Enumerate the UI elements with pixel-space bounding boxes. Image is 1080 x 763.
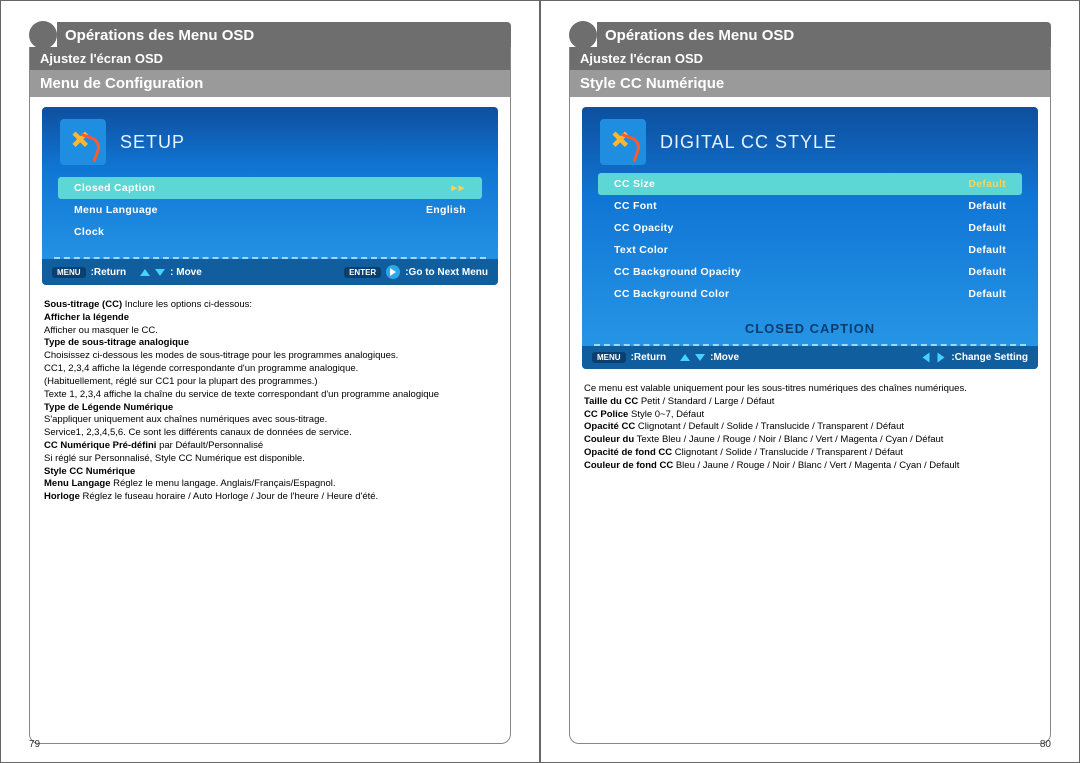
left-icon: [923, 353, 930, 363]
bold-text: CC Numérique Pré-défini: [44, 440, 156, 451]
osd-list: CC Size Default CC Font Default CC Opacity De…: [582, 173, 1038, 317]
header: Opérations des Menu OSD: [569, 21, 1051, 49]
osd-head: SETUP: [42, 107, 498, 173]
bold-text: Style CC Numérique: [44, 466, 135, 477]
osd-panel-ccstyle: DIGITAL CC STYLE CC Size Default CC Font De…: [582, 107, 1038, 369]
row-value: Default: [968, 222, 1006, 234]
menu-row[interactable]: CC Font Default: [598, 195, 1022, 217]
down-icon: [155, 269, 165, 276]
return-label: :Return: [91, 267, 127, 278]
row-value: English: [426, 204, 466, 216]
page-right: Opérations des Menu OSD Ajustez l'écran …: [540, 0, 1080, 763]
menu-row[interactable]: Clock: [58, 221, 482, 243]
row-label: Text Color: [614, 244, 668, 256]
up-icon: [140, 269, 150, 276]
bold-text: Couleur du: [584, 434, 634, 445]
header-circle: [29, 21, 57, 49]
row-label: CC Background Opacity: [614, 266, 741, 278]
body-text: Ce menu est valable uniquement pour les …: [570, 375, 1050, 480]
osd-footer: MENU :Return : Move ENTER :Go to Next Me…: [42, 259, 498, 285]
down-icon: [695, 354, 705, 361]
osd-panel-setup: SETUP Closed Caption ▸▸ Menu Language Engli…: [42, 107, 498, 285]
page-number: 79: [29, 739, 40, 750]
row-label: CC Background Color: [614, 288, 729, 300]
row-value: Default: [968, 178, 1006, 190]
move-label: :Move: [710, 352, 739, 363]
move-group: : Move: [140, 267, 202, 278]
row-label: CC Opacity: [614, 222, 674, 234]
menu-row[interactable]: Text Color Default: [598, 239, 1022, 261]
return-group: MENU :Return: [592, 352, 666, 363]
osd-title: SETUP: [120, 132, 185, 153]
page-left: Opérations des Menu OSD Ajustez l'écran …: [0, 0, 540, 763]
move-group: :Move: [680, 352, 739, 363]
body-text: Sous-titrage (CC) Inclure les options ci…: [30, 291, 510, 511]
osd-list: Closed Caption ▸▸ Menu Language English Cloc…: [42, 173, 498, 255]
change-group: :Change Setting: [921, 352, 1028, 363]
menu-row[interactable]: CC Opacity Default: [598, 217, 1022, 239]
subheader: Ajustez l'écran OSD: [30, 47, 510, 70]
menu-row[interactable]: CC Background Opacity Default: [598, 261, 1022, 283]
enter-group: ENTER :Go to Next Menu: [344, 265, 488, 279]
next-label: :Go to Next Menu: [405, 267, 488, 278]
row-value: Default: [968, 266, 1006, 278]
row-label: CC Size: [614, 178, 655, 190]
bold-text: Menu Langage: [44, 478, 111, 489]
bold-text: Type de Légende Numérique: [44, 402, 173, 413]
row-label: Clock: [74, 226, 104, 238]
menu-row[interactable]: CC Background Color Default: [598, 283, 1022, 305]
row-label: Menu Language: [74, 204, 158, 216]
header-title: Opérations des Menu OSD: [57, 22, 511, 49]
play-icon: [386, 265, 400, 279]
menu-row[interactable]: Menu Language English: [58, 199, 482, 221]
move-label: : Move: [170, 267, 202, 278]
row-value: Default: [968, 288, 1006, 300]
content-frame: Ajustez l'écran OSD Menu de Configuratio…: [29, 47, 511, 744]
change-label: :Change Setting: [951, 352, 1028, 363]
return-group: MENU :Return: [52, 267, 126, 278]
menu-chip: MENU: [52, 267, 86, 278]
header: Opérations des Menu OSD: [29, 21, 511, 49]
row-value: Default: [968, 244, 1006, 256]
bold-text: Horloge: [44, 491, 80, 502]
osd-head: DIGITAL CC STYLE: [582, 107, 1038, 173]
section-title: Style CC Numérique: [570, 70, 1050, 97]
bold-text: Opacité de fond CC: [584, 447, 672, 458]
right-icon: [938, 353, 945, 363]
row-label: Closed Caption: [74, 182, 155, 194]
header-title: Opérations des Menu OSD: [597, 22, 1051, 49]
up-icon: [680, 354, 690, 361]
tools-icon: [600, 119, 646, 165]
caption-label: CLOSED CAPTION: [582, 317, 1038, 342]
bold-text: Opacité CC: [584, 421, 635, 432]
bold-text: Couleur de fond CC: [584, 460, 673, 471]
bold-text: Taille du CC: [584, 396, 638, 407]
bold-text: Type de sous-titrage analogique: [44, 337, 189, 348]
menu-row[interactable]: CC Size Default: [598, 173, 1022, 195]
bold-text: Sous-titrage (CC): [44, 299, 122, 310]
page-number: 80: [1040, 739, 1051, 750]
return-label: :Return: [631, 352, 667, 363]
tools-icon: [60, 119, 106, 165]
menu-chip: MENU: [592, 352, 626, 363]
osd-title: DIGITAL CC STYLE: [660, 132, 837, 153]
osd-footer: MENU :Return :Move :Change Setting: [582, 346, 1038, 369]
enter-chip: ENTER: [344, 267, 381, 278]
menu-row[interactable]: Closed Caption ▸▸: [58, 177, 482, 199]
row-label: CC Font: [614, 200, 657, 212]
bold-text: CC Police: [584, 409, 628, 420]
bold-text: Afficher la légende: [44, 312, 129, 323]
subheader: Ajustez l'écran OSD: [570, 47, 1050, 70]
row-value: ▸▸: [451, 182, 466, 194]
row-value: Default: [968, 200, 1006, 212]
header-circle: [569, 21, 597, 49]
section-title: Menu de Configuration: [30, 70, 510, 97]
content-frame: Ajustez l'écran OSD Style CC Numérique D…: [569, 47, 1051, 744]
